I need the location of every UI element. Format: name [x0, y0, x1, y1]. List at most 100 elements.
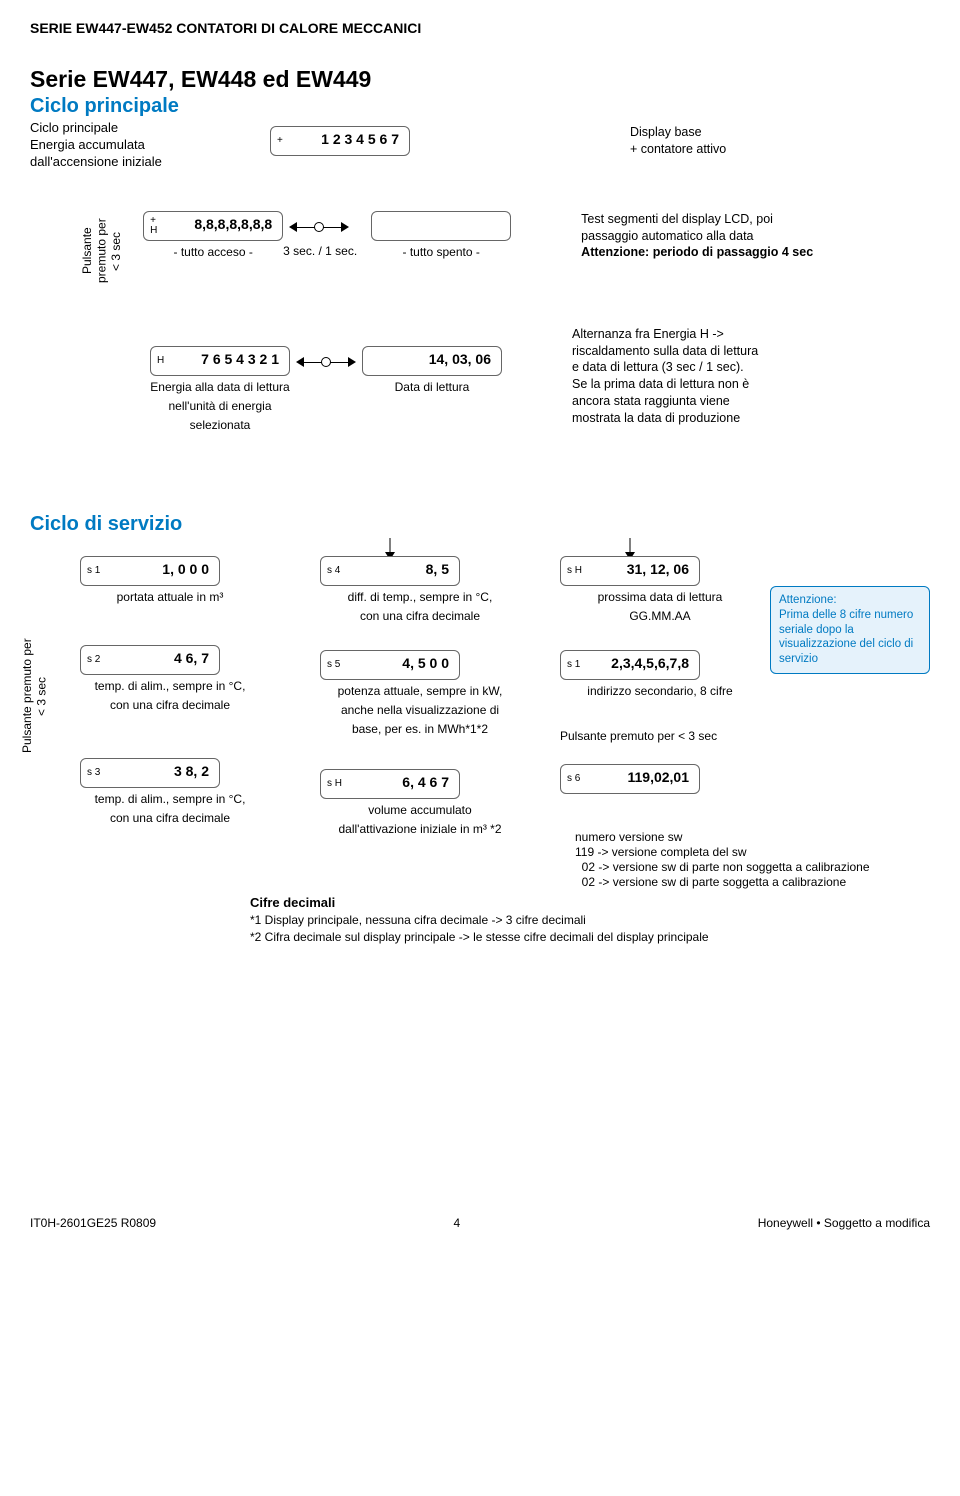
lcd-sh-date-val: 31, 12, 06 — [627, 561, 689, 577]
lcd-s1-cap: portata attuale in m³ — [80, 590, 260, 605]
lcd-s1b: s 1 2,3,4,5,6,7,8 — [560, 650, 700, 680]
lcd-energy: H 7 6 5 4 3 2 1 — [150, 346, 290, 376]
lcd-s2-c1: temp. di alim., sempre in °C, — [80, 679, 260, 694]
lcd-alloff-cap: - tutto spento - — [371, 245, 511, 260]
lcd-date: 14, 03, 06 — [362, 346, 502, 376]
sw-c1: numero versione sw — [575, 830, 955, 845]
lcd-s5-val: 4, 5 0 0 — [402, 655, 449, 671]
lcd-s3: s 3 3 8, 2 — [80, 758, 220, 788]
lcd-s2-val: 4 6, 7 — [174, 650, 209, 666]
r2-d1: Test segmenti del display LCD, poi — [581, 211, 813, 228]
note-l2: Prima delle 8 cifre numero seriale dopo … — [779, 608, 921, 668]
lcd-allon-p2: H — [150, 226, 157, 236]
s2-vlabel: Pulsante premuto per< 3 sec — [20, 636, 49, 756]
footer-right: Honeywell • Soggetto a modifica — [758, 1216, 930, 1230]
lcd-s4: s 4 8, 5 — [320, 556, 460, 586]
lcd-s1-pre: s 1 — [87, 566, 100, 576]
r3-d5: ancora stata raggiunta viene — [572, 393, 758, 410]
lcd-energy-c2: nell'unità di energia — [150, 399, 290, 414]
lcd-s2-c2: con una cifra decimale — [80, 698, 260, 713]
lcd-energy-c3: selezionata — [150, 418, 290, 433]
lcd-s2-pre: s 2 — [87, 655, 100, 665]
lcd-s4-c1: diff. di temp., sempre in °C, — [320, 590, 520, 605]
footer-mid: 4 — [454, 1216, 461, 1230]
r2-d3: Attenzione: periodo di passaggio 4 sec — [581, 244, 813, 261]
lcd-sh-vol: s H 6, 4 6 7 — [320, 769, 460, 799]
timing-label: 3 sec. / 1 sec. — [275, 244, 365, 259]
s1-sub3: dall'accensione iniziale — [30, 154, 200, 171]
dec-l1: *1 Display principale, nessuna cifra dec… — [250, 912, 890, 929]
lcd-s3-val: 3 8, 2 — [174, 763, 209, 779]
footer-left: IT0H-2601GE25 R0809 — [30, 1216, 156, 1230]
r3-d3: e data di lettura (3 sec / 1 sec). — [572, 359, 758, 376]
lcd-s5: s 5 4, 5 0 0 — [320, 650, 460, 680]
dec-l2: *2 Cifra decimale sul display principale… — [250, 929, 890, 946]
lcd-main-val: 1 2 3 4 5 6 7 — [321, 131, 399, 147]
lcd-date-val: 14, 03, 06 — [429, 351, 491, 367]
lcd-s4-pre: s 4 — [327, 566, 340, 576]
r2-d2: passaggio automatico alla data — [581, 228, 813, 245]
section2-title: Ciclo di servizio — [30, 513, 930, 536]
lcd-s1b-cap: indirizzo secondario, 8 cifre — [560, 684, 760, 699]
lcd-s1: s 1 1, 0 0 0 — [80, 556, 220, 586]
note-l1: Attenzione: — [779, 593, 921, 608]
lcd-s2: s 2 4 6, 7 — [80, 645, 220, 675]
r3-d2: riscaldamento sulla data di lettura — [572, 343, 758, 360]
lcd-s3-pre: s 3 — [87, 768, 100, 778]
s1-vlabel: Pulsante premuto per< 3 sec — [80, 211, 123, 291]
r3-d6: mostrata la data di produzione — [572, 410, 758, 427]
sw-c2: 119 -> versione completa del sw — [575, 845, 955, 860]
lcd-sh-date-c1: prossima data di lettura — [560, 590, 760, 605]
lcd-sh-vol-pre: s H — [327, 779, 342, 789]
lcd-allon-val: 8,8,8,8,8,8,8 — [194, 216, 272, 232]
lcd-sh-vol-val: 6, 4 6 7 — [402, 774, 449, 790]
s1-sub2: Energia accumulata — [30, 137, 200, 154]
sw-c3: 02 -> versione sw di parte non soggetta … — [575, 860, 955, 875]
lcd-allon: +H 8,8,8,8,8,8,8 — [143, 211, 283, 241]
lcd-sh-date-c2: GG.MM.AA — [560, 609, 760, 624]
dec-h: Cifre decimali — [250, 894, 890, 912]
page-footer: IT0H-2601GE25 R0809 4 Honeywell • Sogget… — [30, 1216, 930, 1250]
mid-press: Pulsante premuto per < 3 sec — [560, 729, 760, 744]
arrow-bidi-1 — [289, 217, 349, 237]
lcd-energy-prefix: H — [157, 356, 164, 366]
lcd-energy-c1: Energia alla data di lettura — [150, 380, 290, 395]
lcd-energy-val: 7 6 5 4 3 2 1 — [201, 351, 279, 367]
section1-title: Ciclo principale — [30, 95, 930, 118]
lcd-allon-cap: - tutto acceso - — [143, 245, 283, 260]
lcd-s5-c2: anche nella visualizzazione di — [320, 703, 520, 718]
lcd-s5-pre: s 5 — [327, 660, 340, 670]
lcd-sh-vol-c2: dall'attivazione iniziale in m³ *2 — [320, 822, 520, 837]
r3-d4: Se la prima data di lettura non è — [572, 376, 758, 393]
lcd-s4-val: 8, 5 — [426, 561, 449, 577]
lcd-s6: s 6 119,02,01 — [560, 764, 700, 794]
sw-cap-block: numero versione sw 119 -> versione compl… — [575, 830, 955, 890]
page-title: Serie EW447, EW448 ed EW449 — [30, 66, 930, 93]
lcd-sh-date: s H 31, 12, 06 — [560, 556, 700, 586]
lcd-s1b-pre: s 1 — [567, 660, 580, 670]
lcd-s3-c1: temp. di alim., sempre in °C, — [80, 792, 260, 807]
lcd-s1b-val: 2,3,4,5,6,7,8 — [611, 655, 689, 671]
note-box: Attenzione: Prima delle 8 cifre numero s… — [770, 586, 930, 675]
lcd-s6-val: 119,02,01 — [627, 769, 689, 785]
lcd-main-right2: + contatore attivo — [630, 141, 726, 158]
s1-sub1: Ciclo principale — [30, 120, 200, 137]
lcd-sh-date-pre: s H — [567, 566, 582, 576]
lcd-s5-c1: potenza attuale, sempre in kW, — [320, 684, 520, 699]
arrow-bidi-2 — [296, 352, 356, 372]
lcd-s4-c2: con una cifra decimale — [320, 609, 520, 624]
lcd-main-right1: Display base — [630, 124, 726, 141]
lcd-date-cap: Data di lettura — [362, 380, 502, 395]
lcd-s5-c3: base, per es. in MWh*1*2 — [320, 722, 520, 737]
lcd-sh-vol-c1: volume accumulato — [320, 803, 520, 818]
lcd-s3-c2: con una cifra decimale — [80, 811, 260, 826]
decimals-block: Cifre decimali *1 Display principale, ne… — [250, 894, 890, 946]
lcd-alloff — [371, 211, 511, 241]
lcd-s6-pre: s 6 — [567, 774, 580, 784]
page-header: SERIE EW447-EW452 CONTATORI DI CALORE ME… — [30, 20, 930, 36]
lcd-main: + 1 2 3 4 5 6 7 — [270, 126, 410, 156]
lcd-s1-val: 1, 0 0 0 — [162, 561, 209, 577]
sw-c4: 02 -> versione sw di parte soggetta a ca… — [575, 875, 955, 890]
lcd-main-prefix: + — [277, 136, 283, 146]
r3-d1: Alternanza fra Energia H -> — [572, 326, 758, 343]
